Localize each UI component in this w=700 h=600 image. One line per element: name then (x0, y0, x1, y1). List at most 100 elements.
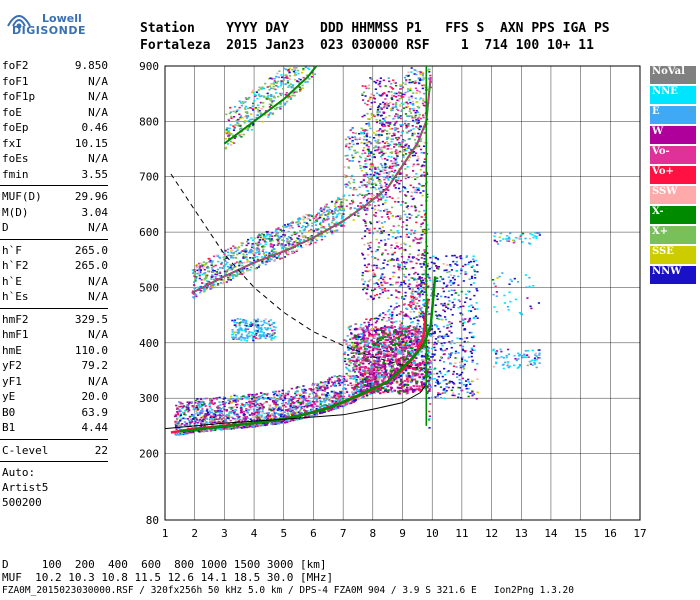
echo-point (502, 367, 505, 370)
echo-point (534, 352, 537, 355)
echo-point (394, 162, 397, 165)
echo-point (204, 283, 207, 285)
echo-point (401, 385, 404, 388)
echo-point (361, 381, 364, 384)
echo-point (495, 295, 498, 297)
echo-point (190, 402, 193, 404)
echo-point (309, 400, 312, 403)
echo-point (516, 281, 520, 283)
echo-point (538, 349, 541, 351)
echo-point (405, 374, 408, 377)
echo-point (419, 312, 423, 315)
echo-point (293, 406, 296, 409)
echo-point (450, 294, 454, 296)
echo-point (394, 358, 398, 361)
echo-point (428, 376, 432, 379)
echo-point (430, 347, 434, 350)
echo-point (222, 265, 226, 267)
echo-point (378, 360, 381, 363)
echo-point (196, 419, 199, 421)
echo-point (385, 140, 388, 143)
echo-point (354, 399, 357, 401)
echo-point (218, 420, 221, 423)
echo-point (328, 399, 332, 402)
echo-point (396, 364, 400, 366)
echo-point (344, 402, 347, 405)
echo-point (176, 408, 179, 410)
echo-point (404, 356, 407, 359)
echo-point (193, 422, 196, 425)
echo-point (523, 354, 526, 357)
param-value: 110.0 (74, 343, 108, 357)
echo-point (448, 270, 451, 273)
echo-point (280, 402, 283, 405)
echo-point (412, 303, 415, 305)
echo-point (232, 417, 235, 420)
echo-point (354, 352, 357, 354)
x-tick-label: 7 (340, 527, 347, 540)
echo-point (418, 307, 422, 310)
echo-point (461, 371, 464, 374)
echo-point (260, 394, 264, 397)
echo-point (400, 336, 404, 339)
echo-point (331, 384, 335, 386)
echo-point (391, 359, 394, 361)
echo-point (407, 333, 410, 335)
echo-point (358, 328, 362, 331)
echo-point (211, 408, 214, 411)
echo-point (465, 387, 468, 390)
echo-point (355, 374, 358, 377)
echo-point (345, 342, 348, 345)
echo-point (400, 364, 403, 367)
echo-point (247, 393, 250, 396)
echo-point (410, 71, 413, 73)
echo-point (308, 393, 311, 395)
echo-point (355, 322, 358, 325)
echo-point (215, 418, 218, 420)
param-name: h`Es (2, 290, 29, 303)
echo-point (359, 385, 363, 388)
echo-point (397, 359, 401, 362)
echo-point (398, 392, 401, 395)
echo-point (408, 99, 411, 101)
echo-point (229, 395, 233, 398)
echo-point (231, 411, 234, 413)
echo-point (252, 412, 255, 415)
echo-point (529, 233, 532, 235)
echo-point (326, 396, 330, 399)
echo-point (503, 302, 507, 304)
echo-point (496, 243, 500, 245)
echo-point (404, 369, 408, 372)
echo-point (261, 396, 264, 399)
echo-point (241, 270, 245, 273)
echo-point (528, 237, 531, 240)
echo-point (360, 358, 363, 360)
echo-point (346, 378, 349, 381)
echo-point (455, 260, 458, 263)
echo-point (347, 348, 350, 351)
echo-point (201, 415, 204, 418)
echo-point (538, 354, 541, 356)
echo-point (410, 347, 414, 350)
echo-point (214, 286, 217, 289)
echo-point (238, 263, 241, 265)
echo-point (220, 250, 223, 253)
echo-point (261, 412, 264, 414)
echo-point (271, 414, 274, 417)
echo-point (472, 345, 476, 347)
echo-point (191, 418, 195, 420)
echo-point (248, 261, 252, 263)
echo-point (312, 400, 315, 403)
echo-point (256, 410, 259, 412)
echo-point (409, 386, 412, 389)
echo-point (339, 405, 342, 408)
echo-point (371, 383, 375, 386)
echo-point (396, 351, 399, 353)
echo-point (276, 409, 279, 411)
echo-point (268, 408, 271, 411)
echo-point (173, 415, 177, 418)
echo-point (287, 415, 290, 417)
echo-point (186, 405, 189, 408)
echo-point (281, 392, 284, 395)
echo-point (355, 387, 358, 390)
